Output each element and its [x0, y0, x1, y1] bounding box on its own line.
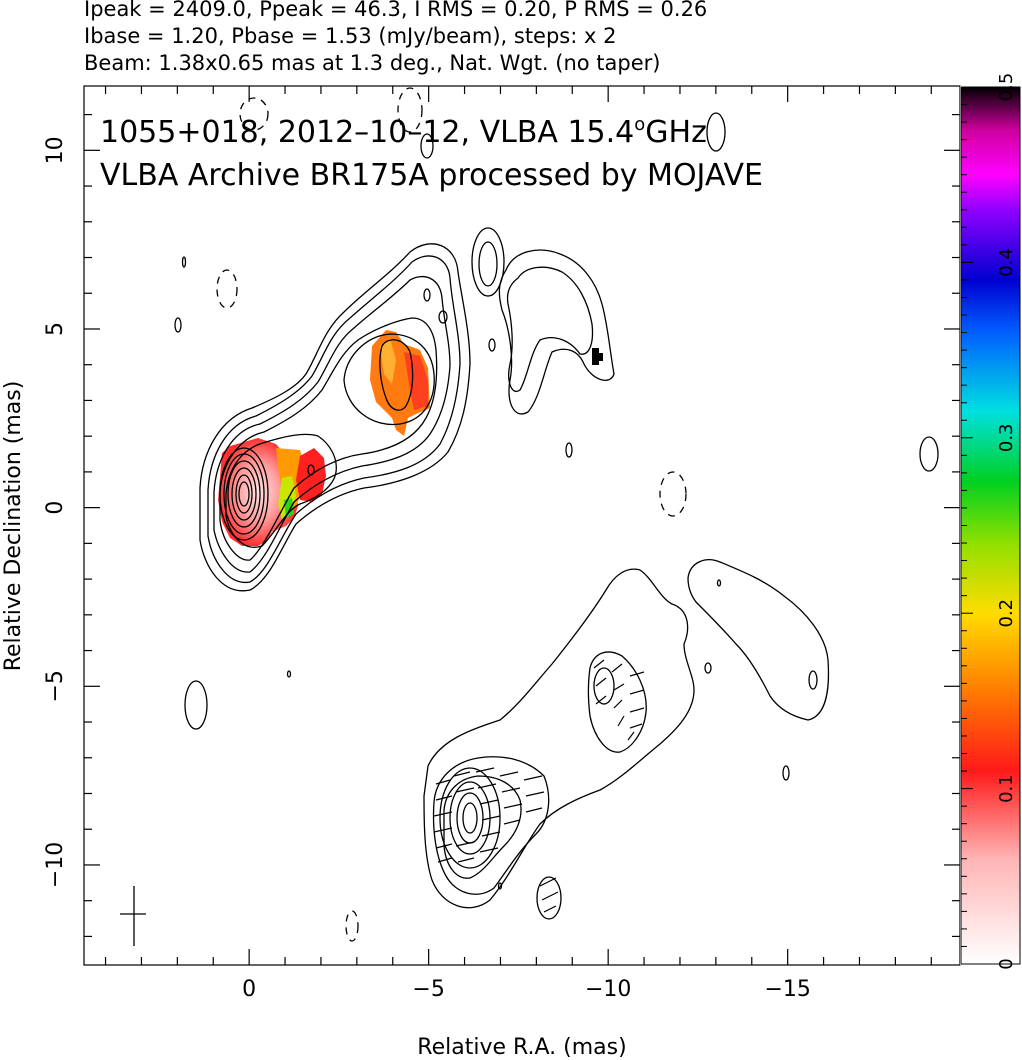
- colorbar-tick-label: 0: [996, 958, 1017, 969]
- x-axis-ticks: [104, 86, 932, 965]
- x-tick-label: −15: [764, 977, 810, 1002]
- y-tick-label: 5: [43, 322, 68, 336]
- colorbar-tick-label: 0.2: [996, 599, 1017, 628]
- colorbar-gradient: [961, 87, 1020, 964]
- x-tick-label: −10: [585, 977, 631, 1002]
- x-tick-label: −5: [412, 977, 444, 1002]
- beam-cross-marker: [120, 886, 146, 946]
- header-line-3: Beam: 1.38x0.65 mas at 1.3 deg., Nat. Wg…: [84, 51, 661, 75]
- black-pixel-feature-2: [599, 353, 603, 361]
- x-tick-label: 0: [242, 977, 256, 1002]
- y-axis-ticks: [84, 113, 960, 938]
- colorbar-tick-label: 0.4: [996, 248, 1017, 277]
- plot-frame: [83, 85, 961, 966]
- plot-title-line-2: VLBA Archive BR175A processed by MOJAVE: [100, 158, 763, 193]
- y-tick-label: −5: [43, 670, 68, 702]
- jet-knot-red: [404, 352, 428, 410]
- jet-knot-yellow: [380, 338, 396, 384]
- header-line-2: Ibase = 1.20, Pbase = 1.53 (mJy/beam), s…: [84, 24, 617, 48]
- negative-contours: [216, 87, 687, 942]
- fractional-polarization-image: [218, 330, 603, 546]
- colorbar-tick-label: 0.1: [996, 774, 1017, 803]
- y-tick-label: 0: [43, 501, 68, 515]
- colorbar-tick-labels: 0 0.1 0.2 0.3 0.4 0.5: [996, 73, 1017, 970]
- core-green-region: [284, 498, 294, 518]
- evpa-vectors: [433, 659, 645, 913]
- colorbar-ticks: [961, 86, 973, 965]
- y-axis-tick-labels: −10 −5 0 5 10: [43, 136, 68, 888]
- black-pixel-feature: [592, 348, 599, 365]
- colorbar-tick-label: 0.5: [996, 73, 1017, 102]
- x-axis-label: Relative R.A. (mas): [417, 1035, 626, 1060]
- x-axis-tick-labels: 0 −5 −10 −15: [242, 977, 811, 1002]
- y-tick-label: 10: [43, 136, 68, 164]
- y-axis-label: Relative Declination (mas): [1, 381, 26, 672]
- intensity-contours: [174, 112, 939, 920]
- colorbar-tick-label: 0.3: [996, 423, 1017, 452]
- header-line-1: Ipeak = 2409.0, Ppeak = 46.3, I RMS = 0.…: [84, 0, 708, 21]
- plot-title-line-1: 1055+018, 2012–10–12, VLBA 15.4oGHz: [100, 114, 707, 150]
- y-tick-label: −10: [43, 842, 68, 888]
